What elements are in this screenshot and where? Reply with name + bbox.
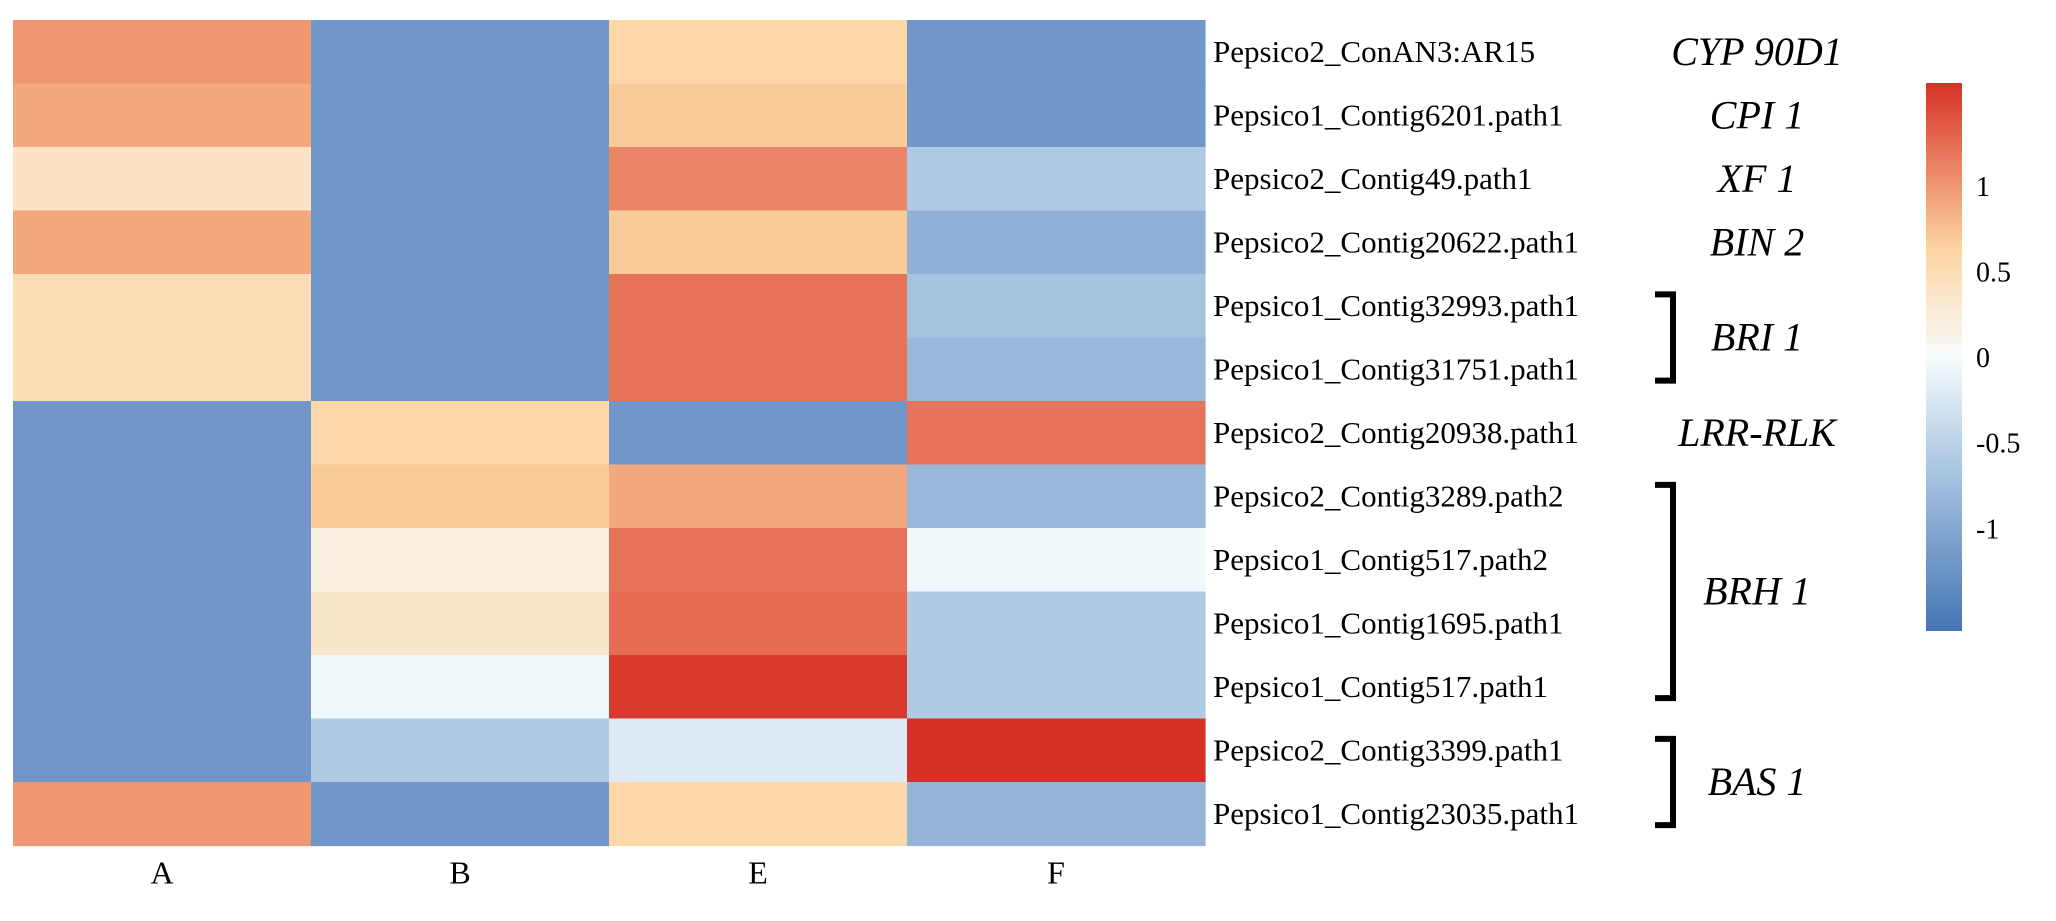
heatmap-cell — [907, 718, 1206, 783]
row-label: Pepsico2_Contig20622.path1 — [1213, 224, 1579, 259]
heatmap-cell — [907, 464, 1206, 529]
heatmap-cell — [311, 528, 610, 593]
heatmap-cell — [907, 337, 1206, 402]
heatmap-cell — [609, 718, 908, 783]
colorbar-legend: 1 0.5 0 -0.5 -1 — [1926, 83, 2020, 631]
heatmap-cell — [13, 83, 312, 148]
gene-group-bracket — [1655, 291, 1676, 384]
row-label: Pepsico1_Contig23035.path1 — [1213, 796, 1579, 831]
heatmap-cell — [13, 464, 312, 529]
heatmap-cell — [609, 528, 908, 593]
row-label: Pepsico2_ConAN3:AR15 — [1213, 34, 1535, 69]
heatmap-cells — [13, 20, 1206, 847]
heatmap-cell — [13, 528, 312, 593]
heatmap-cell — [13, 782, 312, 847]
column-label: A — [150, 855, 173, 891]
column-label: F — [1047, 855, 1065, 891]
heatmap-cell — [13, 591, 312, 656]
row-label: Pepsico1_Contig32993.path1 — [1213, 288, 1579, 323]
heatmap-cell — [13, 210, 312, 275]
colorbar-tick-label: -0.5 — [1976, 429, 2020, 460]
gene-group-label: BAS 1 — [1708, 759, 1807, 804]
gene-group-label: BRI 1 — [1711, 315, 1803, 360]
column-label: B — [449, 855, 470, 891]
heatmap-cell — [311, 718, 610, 783]
heatmap-cell — [13, 655, 312, 720]
row-label: Pepsico1_Contig517.path2 — [1213, 542, 1548, 577]
heatmap-cell — [311, 274, 610, 339]
row-label: Pepsico1_Contig517.path1 — [1213, 669, 1548, 704]
row-labels: Pepsico2_ConAN3:AR15 Pepsico1_Contig6201.… — [1213, 34, 1579, 831]
heatmap-cell — [609, 401, 908, 466]
heatmap-cell — [311, 401, 610, 466]
heatmap-cell — [311, 337, 610, 402]
gene-group-labels: CYP 90D1 CPI 1 XF 1 BIN 2 BRI 1 LRR-RLK BRH 1 B… — [1655, 29, 1843, 829]
heatmap-cell — [311, 464, 610, 529]
heatmap-cell — [907, 274, 1206, 339]
heatmap-cell — [311, 655, 610, 720]
heatmap-cell — [13, 718, 312, 783]
heatmap-cell — [907, 210, 1206, 275]
column-label: E — [748, 855, 768, 891]
heatmap-cell — [907, 83, 1206, 148]
gene-group-label: BIN 2 — [1710, 219, 1804, 264]
heatmap-cell — [13, 147, 312, 212]
row-label: Pepsico1_Contig1695.path1 — [1213, 605, 1563, 640]
heatmap-cell — [609, 782, 908, 847]
heatmap-cell — [311, 210, 610, 275]
heatmap-cell — [311, 591, 610, 656]
heatmap-cell — [907, 782, 1206, 847]
row-label: Pepsico2_Contig3399.path1 — [1213, 732, 1563, 767]
heatmap-cell — [907, 528, 1206, 593]
colorbar-ticks: 1 0.5 0 -0.5 -1 — [1976, 172, 2020, 546]
row-label: Pepsico2_Contig3289.path2 — [1213, 478, 1563, 513]
heatmap-cell — [13, 401, 312, 466]
row-label: Pepsico1_Contig31751.path1 — [1213, 351, 1579, 386]
heatmap-cell — [311, 147, 610, 212]
colorbar-tick-label: 0 — [1976, 343, 1990, 374]
heatmap-cell — [609, 83, 908, 148]
heatmap-cell — [609, 147, 908, 212]
heatmap-cell — [609, 274, 908, 339]
heatmap-cell — [609, 20, 908, 85]
heatmap-cell — [609, 210, 908, 275]
heatmap-cell — [907, 401, 1206, 466]
gene-group-label: CPI 1 — [1710, 92, 1804, 137]
gene-group-label: BRH 1 — [1703, 569, 1811, 614]
heatmap-cell — [13, 20, 312, 85]
heatmap-cell — [13, 274, 312, 339]
gene-group-label: XF 1 — [1716, 156, 1797, 201]
colorbar-tick-label: 1 — [1976, 172, 1990, 203]
heatmap-cell — [907, 591, 1206, 656]
heatmap-cell — [907, 20, 1206, 85]
gene-group-bracket — [1655, 481, 1676, 702]
heatmap-cell — [13, 337, 312, 402]
heatmap-cell — [907, 655, 1206, 720]
row-label: Pepsico2_Contig20938.path1 — [1213, 415, 1579, 450]
heatmap-cell — [609, 591, 908, 656]
heatmap-cell — [609, 337, 908, 402]
row-label: Pepsico1_Contig6201.path1 — [1213, 97, 1563, 132]
heatmap-cell — [311, 83, 610, 148]
gene-group-label: LRR-RLK — [1677, 410, 1838, 455]
colorbar-gradient — [1926, 83, 1962, 631]
colorbar-tick-label: 0.5 — [1976, 257, 2011, 288]
gene-group-bracket — [1655, 735, 1676, 829]
colorbar-tick-label: -1 — [1976, 514, 1999, 545]
gene-group-label: CYP 90D1 — [1671, 29, 1843, 74]
heatmap-cell — [609, 464, 908, 529]
heatmap-cell — [311, 782, 610, 847]
row-label: Pepsico2_Contig49.path1 — [1213, 161, 1532, 196]
heatmap-cell — [311, 20, 610, 85]
heatmap-cell — [609, 655, 908, 720]
heatmap-cell — [907, 147, 1206, 212]
